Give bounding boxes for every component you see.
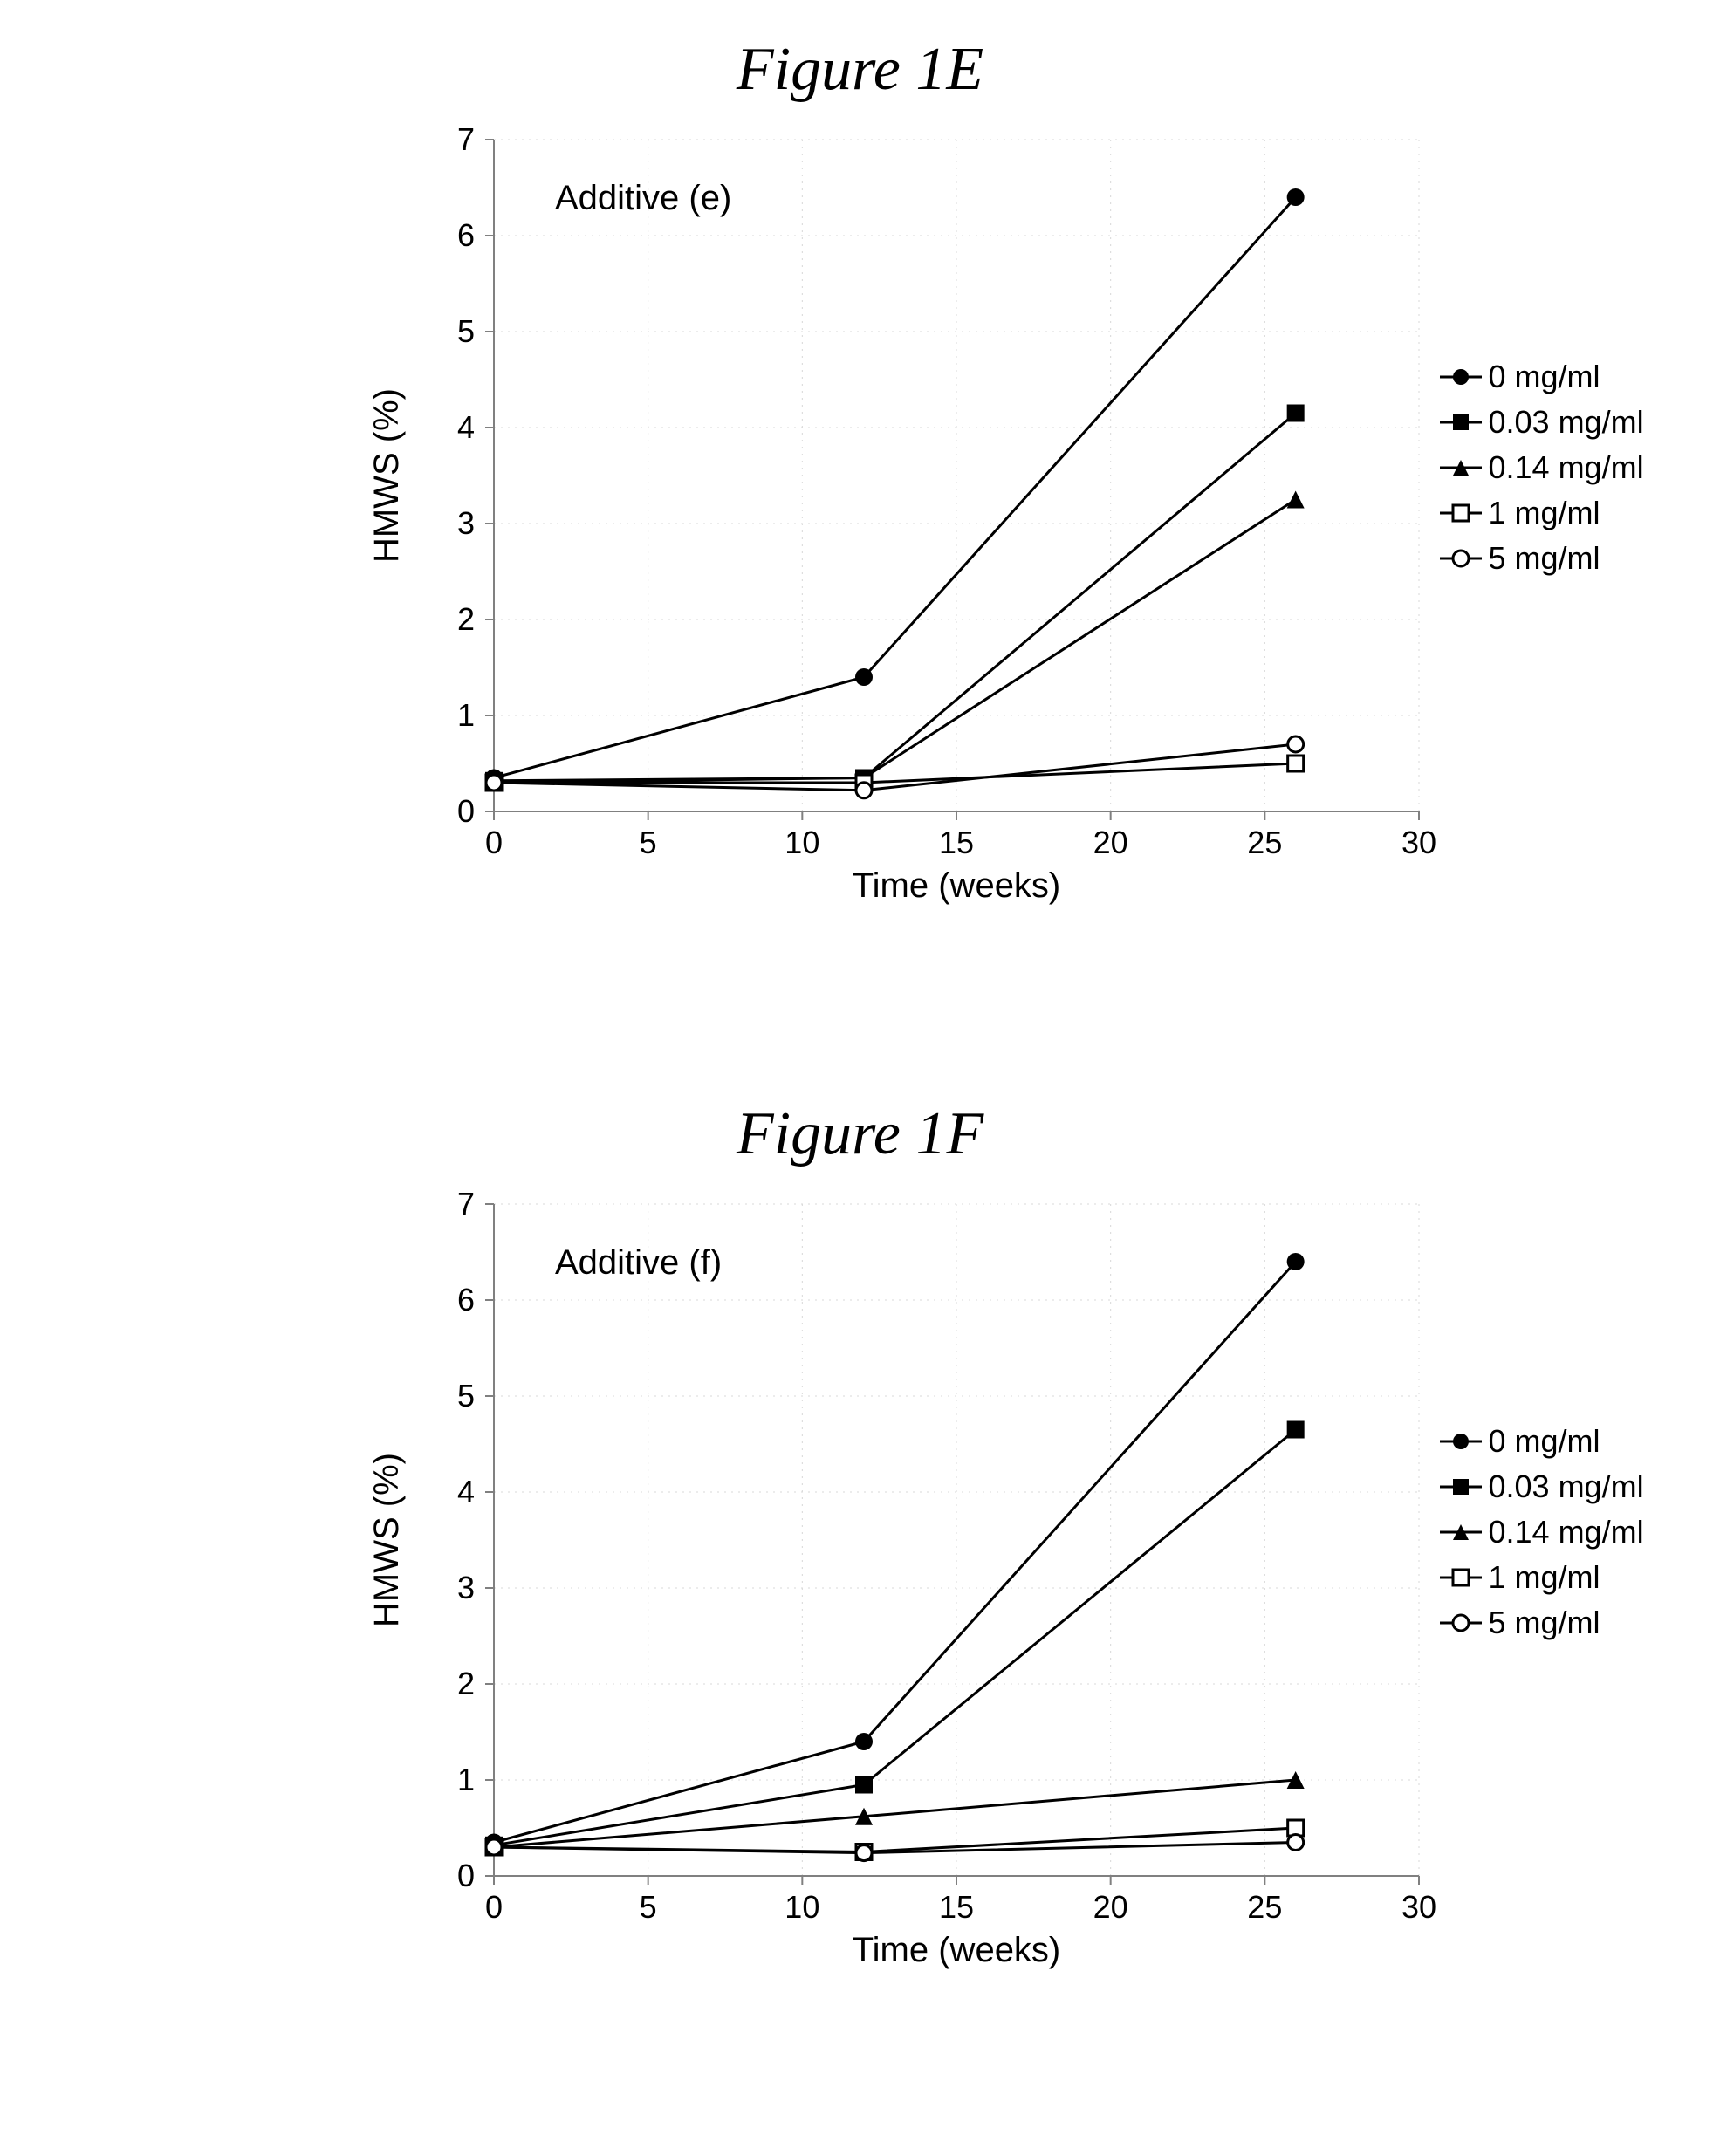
svg-text:7: 7	[456, 1186, 474, 1222]
figure-1f-legend: 0 mg/ml 0.03 mg/ml 0.14 mg/ml 1 mg/ml 5 mg/m…	[1436, 1419, 1644, 1646]
series-marker-0-2	[1286, 1253, 1304, 1270]
legend-label: 1 mg/ml	[1489, 495, 1600, 531]
legend-swatch-icon	[1436, 1565, 1485, 1590]
legend-item-1: 0.03 mg/ml	[1436, 400, 1644, 445]
figure-1f-chart-wrap: 0 1 2 3 4 5 6 7 0 5 10 15 20 25 30 Time (weeks) HMWS (%)…	[337, 1169, 1720, 1998]
svg-text:0: 0	[484, 1889, 502, 1925]
legend-item-0: 0 mg/ml	[1436, 354, 1644, 400]
legend-item-0: 0 mg/ml	[1436, 1419, 1644, 1464]
series-marker-1-2	[1286, 1421, 1304, 1439]
svg-text:7: 7	[456, 121, 474, 157]
svg-text:30: 30	[1401, 825, 1436, 860]
legend-label: 5 mg/ml	[1489, 540, 1600, 577]
svg-text:0: 0	[484, 825, 502, 860]
legend-item-4: 5 mg/ml	[1436, 1600, 1644, 1646]
legend-label: 0.03 mg/ml	[1489, 404, 1644, 441]
series-marker-4-2	[1287, 736, 1303, 752]
svg-text:20: 20	[1093, 1889, 1127, 1925]
figure-1e-title: Figure 1E	[0, 35, 1720, 105]
chart-annotation: Additive (f)	[555, 1243, 722, 1282]
legend-label: 0.03 mg/ml	[1489, 1468, 1644, 1505]
series-marker-0-1	[855, 1733, 873, 1750]
svg-text:25: 25	[1247, 1889, 1282, 1925]
series-marker-3-2	[1287, 756, 1303, 771]
svg-text:5: 5	[456, 1378, 474, 1413]
svg-text:6: 6	[456, 217, 474, 253]
series-marker-1-1	[855, 1776, 873, 1794]
svg-text:5: 5	[639, 1889, 656, 1925]
legend-swatch-icon	[1436, 410, 1485, 435]
svg-text:3: 3	[456, 1570, 474, 1605]
series-marker-1-2	[1286, 405, 1304, 422]
legend-label: 0.14 mg/ml	[1489, 449, 1644, 486]
figure-1e-chart-wrap: 0 1 2 3 4 5 6 7 0 5 10 15 20 25 30 Time (weeks) HMWS (%)…	[337, 105, 1720, 934]
svg-text:10: 10	[785, 1889, 819, 1925]
figure-1e-legend: 0 mg/ml 0.03 mg/ml 0.14 mg/ml 1 mg/ml 5 mg/m…	[1436, 354, 1644, 581]
legend-swatch-icon	[1436, 546, 1485, 571]
svg-text:25: 25	[1247, 825, 1282, 860]
legend-label: 0 mg/ml	[1489, 359, 1600, 395]
legend-swatch-icon	[1436, 1429, 1485, 1454]
figure-1e-block: Figure 1E 0 1 2 3 4 5 6 7 0 5 10 15 20 25 30 Time (week…	[0, 35, 1720, 934]
legend-item-3: 1 mg/ml	[1436, 490, 1644, 536]
svg-text:1: 1	[456, 697, 474, 733]
svg-text:4: 4	[456, 1474, 474, 1509]
series-marker-0-1	[855, 668, 873, 686]
legend-item-2: 0.14 mg/ml	[1436, 445, 1644, 490]
legend-swatch-icon	[1436, 455, 1485, 480]
svg-text:10: 10	[785, 825, 819, 860]
svg-text:4: 4	[456, 409, 474, 445]
svg-text:15: 15	[938, 1889, 973, 1925]
legend-item-3: 1 mg/ml	[1436, 1555, 1644, 1600]
x-axis-label: Time (weeks)	[852, 1931, 1060, 1969]
svg-text:5: 5	[456, 313, 474, 349]
legend-item-1: 0.03 mg/ml	[1436, 1464, 1644, 1509]
svg-text:3: 3	[456, 505, 474, 541]
legend-swatch-icon	[1436, 501, 1485, 525]
svg-text:2: 2	[456, 1666, 474, 1701]
svg-text:0: 0	[456, 793, 474, 829]
page: Figure 1E 01234567051015202530Time (week…	[0, 0, 1720, 2156]
legend-label: 0.14 mg/ml	[1489, 1514, 1644, 1550]
svg-text:30: 30	[1401, 1889, 1436, 1925]
x-axis-label: Time (weeks)	[852, 866, 1060, 905]
series-marker-4-0	[486, 1839, 502, 1855]
legend-item-4: 5 mg/ml	[1436, 536, 1644, 581]
legend-swatch-icon	[1436, 365, 1485, 389]
series-marker-4-1	[856, 783, 872, 798]
series-marker-4-2	[1287, 1835, 1303, 1851]
legend-label: 1 mg/ml	[1489, 1559, 1600, 1596]
series-marker-0-2	[1286, 188, 1304, 206]
figure-1f-title: Figure 1F	[0, 1099, 1720, 1169]
legend-label: 0 mg/ml	[1489, 1423, 1600, 1460]
legend-swatch-icon	[1436, 1475, 1485, 1499]
y-axis-label: HMWS (%)	[367, 388, 406, 563]
legend-label: 5 mg/ml	[1489, 1605, 1600, 1641]
chart-annotation: Additive (e)	[555, 179, 731, 217]
series-marker-4-1	[856, 1845, 872, 1861]
svg-text:2: 2	[456, 601, 474, 637]
legend-swatch-icon	[1436, 1611, 1485, 1635]
svg-text:5: 5	[639, 825, 656, 860]
svg-text:20: 20	[1093, 825, 1127, 860]
svg-text:6: 6	[456, 1282, 474, 1318]
legend-swatch-icon	[1436, 1520, 1485, 1544]
figure-1f-block: Figure 1F 0 1 2 3 4 5 6 7 0 5 10 15 20 25 30 Time (week…	[0, 1099, 1720, 1998]
y-axis-label: HMWS (%)	[367, 1453, 406, 1627]
legend-item-2: 0.14 mg/ml	[1436, 1509, 1644, 1555]
series-marker-4-0	[486, 775, 502, 791]
svg-text:15: 15	[938, 825, 973, 860]
svg-text:1: 1	[456, 1762, 474, 1797]
svg-text:0: 0	[456, 1858, 474, 1893]
